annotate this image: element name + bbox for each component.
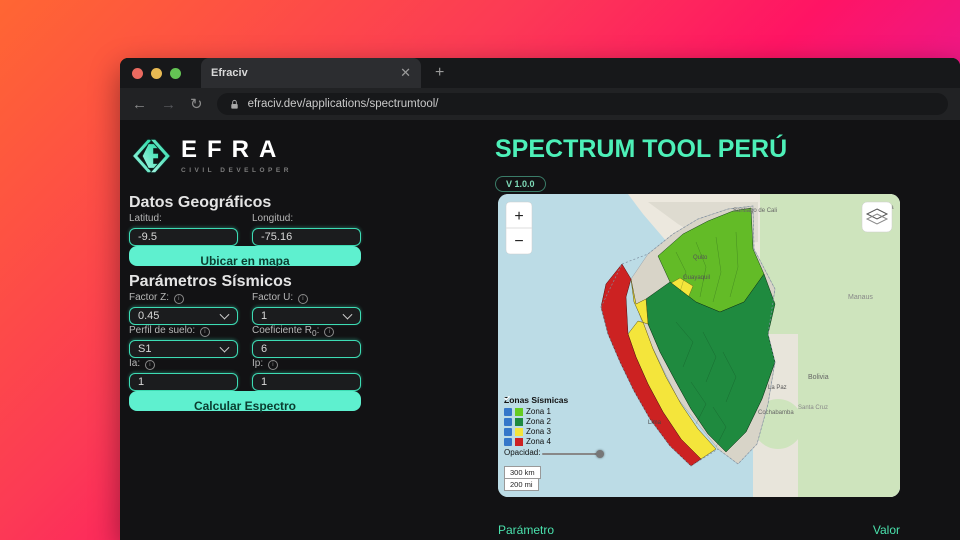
svg-text:Manaus: Manaus xyxy=(848,294,873,301)
svg-text:−: − xyxy=(514,233,523,250)
svg-text:Lima: Lima xyxy=(648,420,662,426)
svg-text:+: + xyxy=(514,208,523,225)
svg-text:Cochabamba: Cochabamba xyxy=(758,410,794,416)
svg-text:Santa Cruz: Santa Cruz xyxy=(798,405,828,411)
svg-text:Quito: Quito xyxy=(693,255,708,261)
svg-text:Santiago de Cali: Santiago de Cali xyxy=(733,208,777,214)
svg-text:Bolivia: Bolivia xyxy=(808,374,829,381)
svg-text:Guayaquil: Guayaquil xyxy=(683,275,710,281)
svg-text:La Paz: La Paz xyxy=(768,385,787,391)
